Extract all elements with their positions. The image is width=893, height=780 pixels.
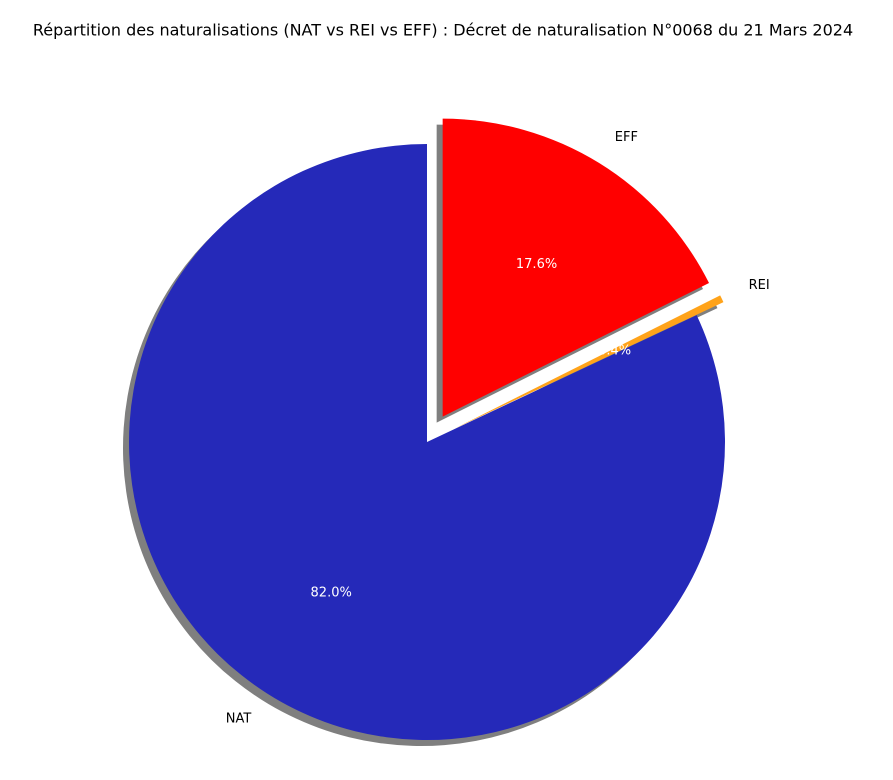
category-label: EFF xyxy=(615,130,638,145)
wedge-layer xyxy=(129,118,726,741)
value-label: 17.6% xyxy=(516,257,557,272)
wedge xyxy=(442,118,710,417)
value-label: 0.4% xyxy=(598,343,631,358)
category-label: NAT xyxy=(226,711,252,726)
category-label: REI xyxy=(749,278,770,293)
value-label: 82.0% xyxy=(311,585,352,600)
chart-title: Répartition des naturalisations (NAT vs … xyxy=(33,21,853,40)
wedge xyxy=(129,144,726,741)
label-layer: NAT 82.0% REI 0.4% EFF 17.6% xyxy=(226,130,770,726)
wedge xyxy=(453,295,724,429)
